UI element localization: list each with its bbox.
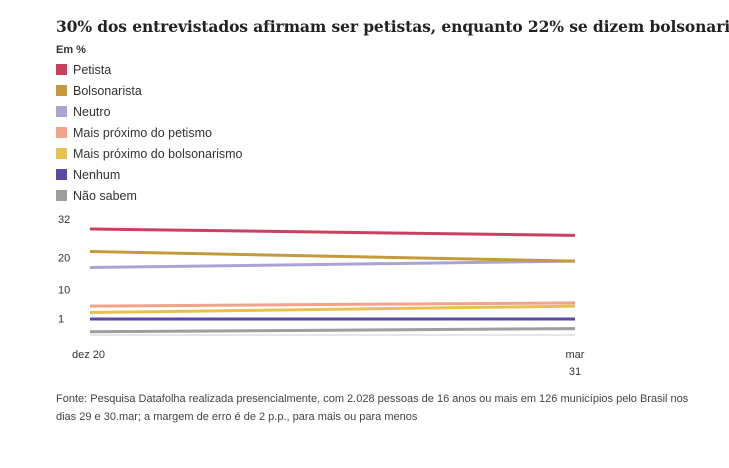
legend-swatch [56, 64, 67, 75]
legend-swatch [56, 127, 67, 138]
legend-label: Mais próximo do petismo [73, 125, 212, 140]
x-tick-label: mar 31 [566, 349, 585, 378]
y-tick-label: 10 [58, 285, 70, 297]
series-line-bolsonarista [89, 249, 576, 263]
x-tick-line: dez 20 [72, 349, 105, 361]
series-line-mais-proximo-do-bolsonarismo [89, 304, 576, 315]
legend-item-mais-proximo-do-petismo: Mais próximo do petismo [56, 122, 243, 143]
legend-swatch [56, 106, 67, 117]
legend-swatch [56, 148, 67, 159]
legend-swatch [56, 85, 67, 96]
x-tick-label: dez 20 [72, 349, 105, 361]
source-note: Fonte: Pesquisa Datafolha realizada pres… [56, 393, 689, 423]
y-tick-label: 1 [58, 314, 64, 326]
x-axis: dez 20 mar 31 [72, 349, 585, 378]
unit-label: Em % [56, 44, 86, 56]
series-lines [89, 227, 576, 334]
legend-swatch [56, 169, 67, 180]
legend-item-neutro: Neutro [56, 101, 243, 122]
legend-label: Nenhum [73, 167, 121, 182]
series-line-neutro [89, 259, 576, 270]
legend-label: Não sabem [73, 188, 137, 203]
legend-label: Neutro [73, 104, 111, 119]
series-line-mais-proximo-do-petismo [89, 301, 576, 308]
x-tick-line: mar [566, 349, 585, 361]
legend-item-mais-proximo-do-bolsonarismo: Mais próximo do bolsonarismo [56, 143, 243, 164]
x-tick-line: 31 [569, 366, 581, 378]
line-chart: 1 10 20 32 dez 20 mar 31 [58, 214, 585, 378]
legend-label: Bolsonarista [73, 83, 142, 98]
legend: Petista Bolsonarista Neutro Mais próximo do… [56, 59, 243, 206]
legend-item-petista: Petista [56, 59, 243, 80]
y-axis: 1 10 20 32 [58, 214, 70, 326]
legend-item-bolsonarista: Bolsonarista [56, 80, 243, 101]
legend-label: Petista [73, 62, 112, 77]
legend-item-nenhum: Nenhum [56, 164, 243, 185]
chart-title: 30% dos entrevistados afirmam ser petist… [56, 17, 729, 36]
series-line-petista [89, 227, 576, 237]
series-line-nao-sabem [89, 327, 576, 334]
legend-swatch [56, 190, 67, 201]
legend-label: Mais próximo do bolsonarismo [73, 146, 243, 161]
y-tick-label: 32 [58, 214, 70, 226]
legend-item-nao-sabem: Não sabem [56, 185, 243, 206]
y-tick-label: 20 [58, 253, 70, 265]
